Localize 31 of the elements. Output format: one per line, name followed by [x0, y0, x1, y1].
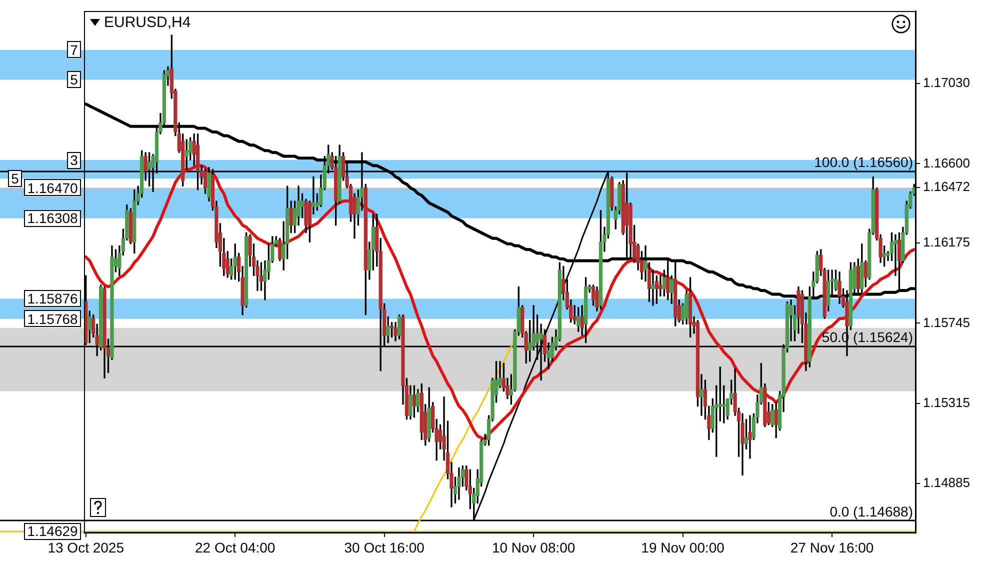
y-tick-label: 1.17030 [923, 75, 970, 90]
ref-line-label: 0.0 (1.14688) [830, 503, 913, 520]
annotation: 1.16470 [27, 180, 78, 196]
ref-line-label: 100.0 (1.16560) [814, 154, 913, 170]
x-tick-label: 22 Oct 04:00 [195, 539, 276, 556]
annotation: 7 [70, 42, 78, 58]
annotation: 3 [70, 152, 78, 168]
candlestick [700, 374, 704, 416]
x-tick-label: 30 Oct 16:00 [344, 539, 425, 556]
annotation: 5 [70, 72, 78, 88]
annotation: 1.16308 [27, 210, 78, 226]
annotation: 1.15768 [27, 310, 78, 327]
chart-title: EURUSD,H4 [104, 14, 191, 31]
y-tick-label: 1.16175 [923, 234, 970, 250]
y-tick-label: 1.16472 [923, 179, 970, 194]
candlestick [748, 415, 752, 459]
candlestick [658, 275, 662, 296]
annotation: 1.14629 [27, 523, 78, 540]
y-tick-label: 1.16600 [923, 155, 970, 170]
annotation: 5 [11, 170, 20, 187]
x-tick-label: 19 Nov 00:00 [641, 539, 725, 556]
y-tick-label: 1.14885 [923, 475, 970, 490]
candlestick [651, 270, 655, 306]
x-tick-label: 13 Oct 2025 [48, 539, 124, 556]
annotation: 1.15876 [27, 290, 78, 307]
candlestick [894, 234, 898, 276]
candlestick [312, 176, 316, 214]
y-tick-label: 1.15745 [923, 314, 970, 330]
x-tick-label: 10 Nov 08:00 [492, 539, 576, 556]
y-tick-label: 1.15315 [923, 394, 970, 410]
x-tick-label: 27 Nov 16:00 [790, 539, 874, 556]
